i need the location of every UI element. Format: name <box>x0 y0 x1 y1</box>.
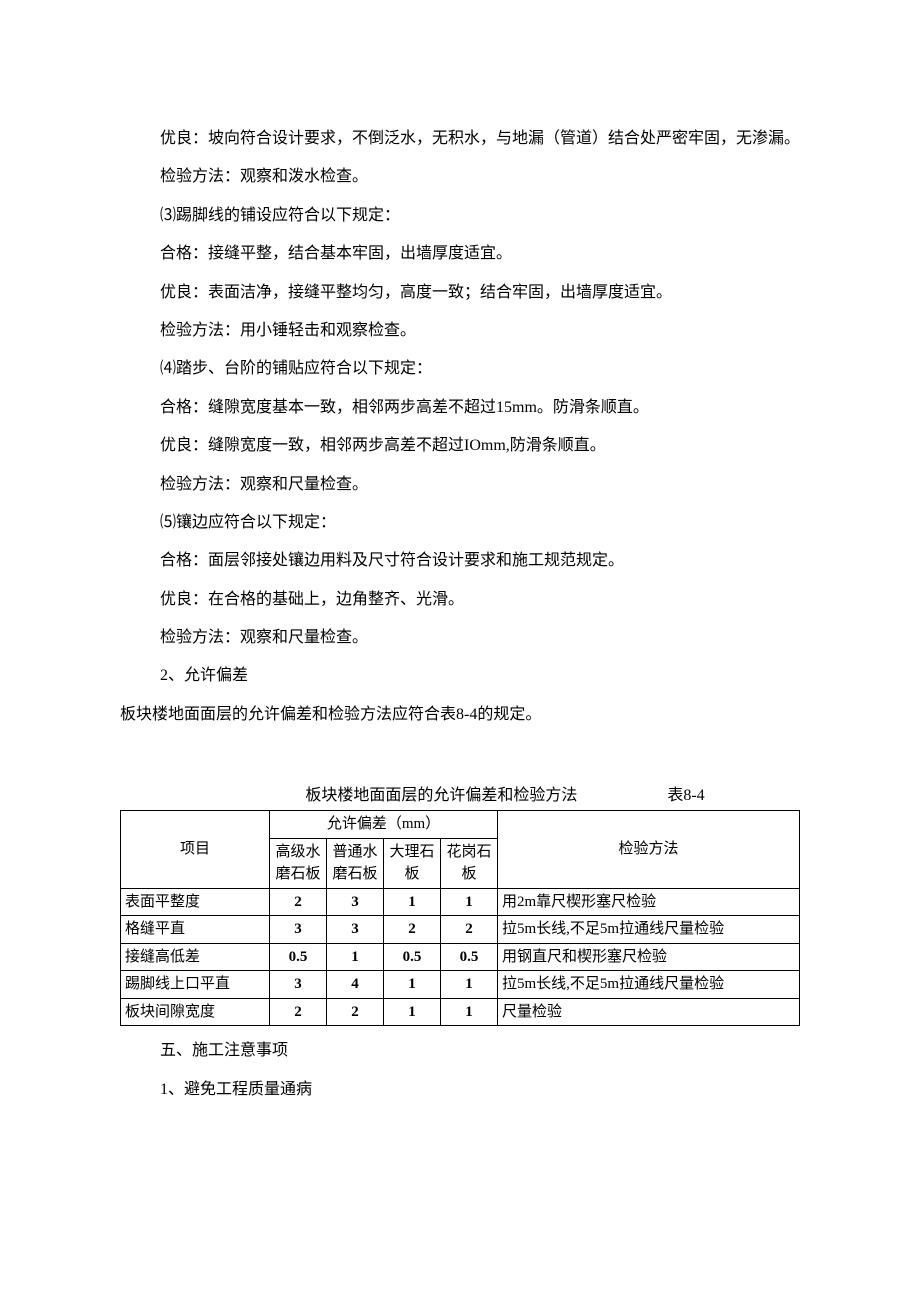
para-11: ⑸镶边应符合以下规定： <box>120 504 800 542</box>
table-row: 接缝高低差 0.5 1 0.5 0.5 用钢直尺和楔形塞尺检验 <box>121 943 800 971</box>
table-number: 表8-4 <box>667 784 704 808</box>
para-a2: 1、避免工程质量通病 <box>120 1071 800 1109</box>
cell-val: 1 <box>327 943 384 971</box>
text: 检验方法：观察和尺量检查。 <box>160 476 368 493</box>
para-14: 检验方法：观察和尺量检查。 <box>120 619 800 657</box>
cell-method: 拉5m长线,不足5m拉通线尺量检验 <box>498 916 800 944</box>
text: ⑷踏步、台阶的铺贴应符合以下规定： <box>160 360 432 377</box>
para-9: 优良：缝隙宽度一致，相邻两步高差不超过IOmm,防滑条顺直。 <box>120 427 800 465</box>
header-col-3: 花岗石板 <box>441 838 498 888</box>
table-caption: 板块楼地面面层的允许偏差和检验方法 表8-4 <box>120 784 800 808</box>
cell-val: 0.5 <box>441 943 498 971</box>
header-col-2: 大理石板 <box>384 838 441 888</box>
text: 优良：表面洁净，接缝平整均匀，高度一致；结合牢固，出墙厚度适宜。 <box>160 284 672 301</box>
text: 合格：缝隙宽度基本一致，相邻两步高差不超过15mm。防滑条顺直。 <box>160 399 649 416</box>
cell-item: 踢脚线上口平直 <box>121 971 270 999</box>
cell-val: 4 <box>327 971 384 999</box>
table-row: 格缝平直 3 3 2 2 拉5m长线,不足5m拉通线尺量检验 <box>121 916 800 944</box>
header-col-0: 高级水磨石板 <box>270 838 327 888</box>
table-title: 板块楼地面面层的允许偏差和检验方法 <box>305 784 577 808</box>
cell-val: 1 <box>384 998 441 1026</box>
text: 检验方法：用小锤轻击和观察检查。 <box>160 322 416 339</box>
cell-item: 接缝高低差 <box>121 943 270 971</box>
table-row: 板块间隙宽度 2 2 1 1 尺量检验 <box>121 998 800 1026</box>
text: 合格：面层邻接处镶边用料及尺寸符合设计要求和施工规范规定。 <box>160 552 624 569</box>
table-row: 表面平整度 2 3 1 1 用2m靠尺楔形塞尺检验 <box>121 888 800 916</box>
para-a1: 五、施工注意事项 <box>120 1032 800 1070</box>
para-15: 2、允许偏差 <box>120 657 800 695</box>
table-row: 踢脚线上口平直 3 4 1 1 拉5m长线,不足5m拉通线尺量检验 <box>121 971 800 999</box>
cell-val: 1 <box>441 971 498 999</box>
text: 1、避免工程质量通病 <box>160 1081 312 1098</box>
cell-val: 1 <box>441 888 498 916</box>
para-1: 优良：坡向符合设计要求，不倒泛水，无积水，与地漏（管道）结合处严密牢固，无渗漏。 <box>120 120 800 158</box>
cell-method: 用钢直尺和楔形塞尺检验 <box>498 943 800 971</box>
para-2: 检验方法：观察和泼水检查。 <box>120 158 800 196</box>
para-12: 合格：面层邻接处镶边用料及尺寸符合设计要求和施工规范规定。 <box>120 542 800 580</box>
para-7: ⑷踏步、台阶的铺贴应符合以下规定： <box>120 350 800 388</box>
cell-val: 3 <box>270 916 327 944</box>
cell-val: 2 <box>270 888 327 916</box>
page: 优良：坡向符合设计要求，不倒泛水，无积水，与地漏（管道）结合处严密牢固，无渗漏。… <box>0 0 920 1301</box>
para-10: 检验方法：观察和尺量检查。 <box>120 466 800 504</box>
cell-method: 尺量检验 <box>498 998 800 1026</box>
text: 检验方法：观察和泼水检查。 <box>160 168 368 185</box>
cell-val: 0.5 <box>270 943 327 971</box>
cell-val: 0.5 <box>384 943 441 971</box>
cell-val: 3 <box>270 971 327 999</box>
header-method: 检验方法 <box>498 811 800 889</box>
cell-val: 2 <box>327 998 384 1026</box>
text: 检验方法：观察和尺量检查。 <box>160 629 368 646</box>
cell-val: 2 <box>270 998 327 1026</box>
para-3: ⑶踢脚线的铺设应符合以下规定： <box>120 197 800 235</box>
cell-item: 表面平整度 <box>121 888 270 916</box>
text: 优良：坡向符合设计要求，不倒泛水，无积水，与地漏（管道）结合处严密牢固，无渗漏。 <box>160 130 800 147</box>
cell-val: 3 <box>327 888 384 916</box>
text: 五、施工注意事项 <box>160 1042 288 1059</box>
text: ⑸镶边应符合以下规定： <box>160 514 336 531</box>
cell-method: 用2m靠尺楔形塞尺检验 <box>498 888 800 916</box>
para-16: 板块楼地面面层的允许偏差和检验方法应符合表8-4的规定。 <box>120 696 800 734</box>
tolerance-table: 项目 允许偏差（mm） 检验方法 高级水磨石板 普通水磨石板 大理石板 花岗石板… <box>120 810 800 1026</box>
header-col-1: 普通水磨石板 <box>327 838 384 888</box>
cell-val: 2 <box>441 916 498 944</box>
para-8: 合格：缝隙宽度基本一致，相邻两步高差不超过15mm。防滑条顺直。 <box>120 389 800 427</box>
cell-item: 板块间隙宽度 <box>121 998 270 1026</box>
para-13: 优良：在合格的基础上，边角整齐、光滑。 <box>120 581 800 619</box>
header-item: 项目 <box>121 811 270 889</box>
cell-val: 1 <box>384 971 441 999</box>
para-5: 优良：表面洁净，接缝平整均匀，高度一致；结合牢固，出墙厚度适宜。 <box>120 274 800 312</box>
para-4: 合格：接缝平整，结合基本牢固，出墙厚度适宜。 <box>120 235 800 273</box>
text: ⑶踢脚线的铺设应符合以下规定： <box>160 207 400 224</box>
text: 2、允许偏差 <box>160 667 248 684</box>
cell-val: 1 <box>441 998 498 1026</box>
cell-val: 2 <box>384 916 441 944</box>
para-6: 检验方法：用小锤轻击和观察检查。 <box>120 312 800 350</box>
cell-item: 格缝平直 <box>121 916 270 944</box>
cell-method: 拉5m长线,不足5m拉通线尺量检验 <box>498 971 800 999</box>
table-header-row-1: 项目 允许偏差（mm） 检验方法 <box>121 811 800 839</box>
cell-val: 1 <box>384 888 441 916</box>
text: 合格：接缝平整，结合基本牢固，出墙厚度适宜。 <box>160 245 512 262</box>
header-tolerance: 允许偏差（mm） <box>270 811 498 839</box>
cell-val: 3 <box>327 916 384 944</box>
text: 优良：缝隙宽度一致，相邻两步高差不超过IOmm,防滑条顺直。 <box>160 437 606 454</box>
text: 板块楼地面面层的允许偏差和检验方法应符合表8-4的规定。 <box>120 706 541 723</box>
text: 优良：在合格的基础上，边角整齐、光滑。 <box>160 591 464 608</box>
